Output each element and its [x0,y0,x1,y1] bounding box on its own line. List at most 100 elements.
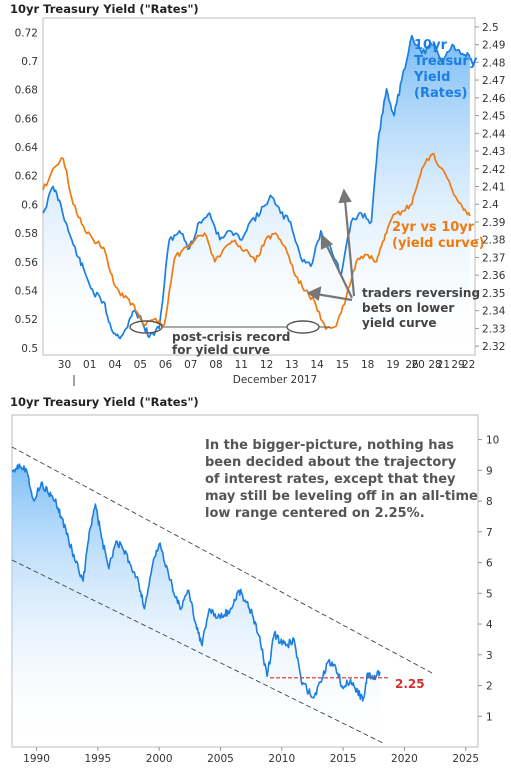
top-x-axis: 30 01 04 05 06 07 08 11 12 13 14 15 18 19 20 21 22 26 28 29 [58,359,476,371]
long-term-rates-line [11,463,381,702]
bottom-y-tick-label: 8 [486,496,493,508]
top-x-tick-label: 15 [336,359,349,371]
top-x-tick-label: 28 [428,359,441,371]
top-chart-title: 10yr Treasury Yield ("Rates") [10,2,199,16]
bottom-y-tick-label: 10 [486,435,499,447]
bottom-y-tick-label: 2 [486,681,493,693]
bottom-x-tick-label: 2015 [330,753,357,765]
top-right-tick-label: 2.42 [482,164,505,176]
top-right-tick-label: 2.49 [482,40,505,52]
bottom-y-tick-label: 9 [486,465,493,477]
top-x-tick-label: 04 [108,359,122,371]
orange-label-1: 2yr vs 10yr [392,220,475,235]
record-annotation-1: post-crisis record [172,330,290,344]
top-x-label: December 2017 [233,374,318,386]
blue-label-3: Yield [413,70,450,85]
top-left-tick-label: 0.66 [15,113,39,125]
top-left-tick-label: 0.54 [15,285,39,297]
bottom-y-tick-label: 3 [486,650,493,662]
top-x-tick-label: 30 [58,359,71,371]
top-right-tick-label: 2.47 [482,75,505,87]
top-x-tick-label: 06 [159,359,173,371]
yield-curve-line [42,152,471,331]
top-x-tick-label: 01 [83,359,96,371]
bottom-y-tick-label: 6 [486,558,493,570]
top-right-tick-label: 2.36 [482,270,506,282]
orange-label-2: (yield curve) [392,236,485,251]
bottom-y-tick-label: 5 [486,588,493,600]
top-x-tick-label: 07 [184,359,197,371]
top-right-tick-label: 2.46 [482,93,506,105]
note-line-1: In the bigger-picture, nothing has [205,438,454,453]
top-left-tick-label: 0.62 [15,171,38,183]
traders-annotation-2: bets on lower [362,301,454,315]
trader-arrows [306,188,356,302]
top-right-tick-label: 2.41 [482,182,505,194]
top-right-tick-label: 2.35 [482,288,505,300]
top-x-tick-label: 13 [285,359,298,371]
bottom-y-axis: 1 2 3 4 5 6 7 8 9 10 [478,435,499,723]
traders-annotation-3: yield curve [362,316,437,330]
top-right-tick-label: 2.43 [482,146,505,158]
top-right-tick-label: 2.32 [482,341,505,353]
top-right-tick-label: 2.38 [482,235,505,247]
record-annotation-2: for yield curve [172,343,270,357]
note-line-5: low range centered on 2.25%. [205,506,425,521]
top-left-tick-label: 0.7 [21,56,38,68]
top-x-tick-label: 18 [361,359,374,371]
top-left-tick-label: 0.56 [15,257,39,269]
top-x-tick-label: 05 [134,359,147,371]
note-line-4: may still be leveling off in an all-time [205,489,478,504]
top-x-tick-label: 19 [386,359,399,371]
top-x-tick-label: 21 [437,359,450,371]
top-right-tick-label: 2.37 [482,252,505,264]
top-x-tick-label: 20 [411,359,424,371]
bottom-chart-title: 10yr Treasury Yield ("Rates") [10,395,199,409]
traders-annotation-1: traders reversing [362,286,480,300]
top-x-tick-label: 26 [405,359,419,371]
top-left-tick-label: 0.5 [21,343,38,355]
top-left-tick-label: 0.58 [15,228,38,240]
note-line-2: been decided about the trajectory [205,455,457,470]
bottom-x-tick-label: 2010 [268,753,295,765]
bottom-x-tick-label: 2000 [146,753,173,765]
top-x-tick-label: 08 [209,359,222,371]
top-left-tick-label: 0.52 [15,314,38,326]
top-left-tick-label: 0.72 [15,27,38,39]
top-x-tick-label: 29 [451,359,464,371]
bottom-y-tick-label: 4 [486,619,493,631]
top-x-tick-label: 11 [235,359,248,371]
note-line-3: of interest rates, except that they [205,472,456,487]
bottom-series-group [11,463,381,747]
blue-label-2: Treasury [414,54,478,69]
blue-label-4: (Rates) [414,86,467,101]
top-right-tick-label: 2.48 [482,57,505,69]
top-right-tick-label: 2.33 [482,323,505,335]
bottom-y-tick-label: 7 [486,527,493,539]
top-right-tick-label: 2.4 [482,199,499,211]
bottom-x-tick-label: 2005 [207,753,234,765]
top-right-tick-label: 2.45 [482,111,505,123]
trend-channel-lower [11,559,384,744]
bottom-y-tick-label: 1 [486,711,493,723]
long-term-area [12,464,380,747]
reference-label: 2.25 [395,677,425,691]
bottom-x-tick-label: 1995 [84,753,111,765]
bottom-x-tick-label: 1990 [23,753,50,765]
top-right-axis: 2.32 2.33 2.34 2.35 2.36 2.37 2.38 2.39 2.4 2.41 2… [475,22,506,353]
top-left-tick-label: 0.64 [15,142,39,154]
top-right-tick-label: 2.44 [482,128,506,140]
bottom-x-axis: 1990 1995 2000 2005 2010 2015 2020 2025 [23,747,479,765]
rates-area [43,35,470,355]
bottom-x-tick-label: 2020 [391,753,418,765]
top-x-tick-label: 14 [310,359,324,371]
top-right-tick-label: 2.39 [482,217,505,229]
top-x-tick-label: 12 [260,359,273,371]
top-left-tick-label: 0.68 [15,85,38,97]
blue-label-1: 10yr [414,38,448,53]
top-left-tick-label: 0.6 [21,199,38,211]
bottom-x-tick-label: 2025 [452,753,479,765]
top-x-tick-label: 22 [462,359,475,371]
top-right-tick-label: 2.34 [482,306,506,318]
